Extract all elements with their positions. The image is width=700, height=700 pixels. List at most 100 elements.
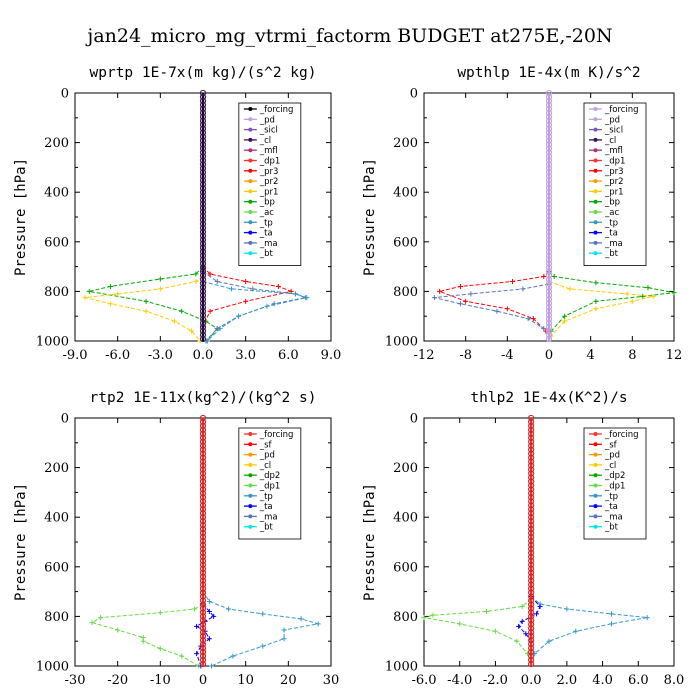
zero-profile-marker xyxy=(199,506,207,513)
data-point xyxy=(519,603,525,609)
zero-profile-marker xyxy=(199,446,207,453)
legend-marker xyxy=(593,189,598,194)
zero-profile-marker xyxy=(545,320,553,327)
y-tick-label: 800 xyxy=(44,610,69,625)
zero-profile-marker xyxy=(545,153,553,160)
zero-profile-marker xyxy=(528,581,535,588)
data-point xyxy=(537,603,543,609)
zero-profile-marker xyxy=(545,145,553,152)
legend-box xyxy=(583,427,647,540)
legend-label: _tp xyxy=(604,492,618,502)
x-tick-label: 2.0 xyxy=(557,673,578,688)
zero-profile-marker xyxy=(199,641,207,648)
data-point xyxy=(143,298,149,304)
data-point xyxy=(484,608,489,614)
y-tick-label: 200 xyxy=(44,136,69,151)
legend-label: _mfl xyxy=(604,146,623,156)
zero-profile-marker xyxy=(545,276,553,283)
zero-profile-marker xyxy=(528,494,535,501)
zero-profile-marker xyxy=(528,458,535,465)
zero-profile-marker xyxy=(545,141,553,148)
zero-profile-marker xyxy=(199,89,207,97)
data-point xyxy=(304,295,310,301)
zero-profile-marker xyxy=(545,292,553,299)
data-point xyxy=(206,599,212,605)
y-tick-label: 600 xyxy=(44,235,69,250)
data-point xyxy=(209,663,215,669)
legend-marker xyxy=(248,107,253,111)
data-point xyxy=(510,278,516,284)
data-point xyxy=(546,638,552,644)
legend-marker xyxy=(248,483,253,488)
zero-profile-marker xyxy=(199,320,207,327)
zero-profile-marker xyxy=(199,304,207,311)
data-point xyxy=(157,276,163,282)
data-point xyxy=(228,286,234,292)
legend-marker xyxy=(593,504,598,509)
zero-profile-marker xyxy=(199,625,207,632)
y-tick-label: 400 xyxy=(44,186,69,201)
data-point xyxy=(108,301,114,307)
x-tick-label: -6.0 xyxy=(411,673,436,688)
x-tick-label: 3.0 xyxy=(235,348,256,363)
zero-profile-marker xyxy=(528,478,535,485)
zero-profile-marker xyxy=(199,264,207,271)
legend-label: _pr3 xyxy=(604,167,624,177)
zero-profile-marker xyxy=(199,284,207,291)
data-point xyxy=(516,623,522,629)
zero-profile-marker xyxy=(528,637,535,644)
zero-profile-marker xyxy=(545,280,553,287)
zero-profile-marker xyxy=(199,125,207,132)
zero-profile-marker xyxy=(528,593,535,600)
zero-profile-marker xyxy=(528,506,535,513)
zero-profile-marker xyxy=(528,621,535,628)
data-point xyxy=(108,283,114,289)
legend-label: _bp xyxy=(259,198,275,208)
panel-title: thlp2 1E-4x(K^2)/s xyxy=(470,390,627,406)
legend-marker xyxy=(593,230,598,235)
zero-profile-marker xyxy=(528,518,535,525)
zero-profile-marker xyxy=(545,169,553,176)
zero-profile-marker xyxy=(545,264,553,271)
y-axis-label: Pressure [hPa] xyxy=(13,483,29,601)
legend-label: _forcing xyxy=(604,105,639,115)
zero-profile-marker xyxy=(199,300,207,307)
zero-profile-marker xyxy=(199,593,207,600)
zero-profile-marker xyxy=(528,585,535,592)
data-point xyxy=(421,615,427,621)
data-point xyxy=(172,318,178,324)
data-point xyxy=(609,611,614,617)
legend-label: _bt xyxy=(604,523,619,533)
zero-profile-marker xyxy=(199,252,207,259)
x-tick-label: -4.0 xyxy=(447,673,472,688)
zero-profile-marker xyxy=(545,201,553,208)
zero-profile-marker xyxy=(199,268,207,275)
data-point xyxy=(179,653,185,659)
legend-label: _bt xyxy=(259,249,274,259)
zero-profile-marker xyxy=(199,438,207,445)
legend-label: _cl xyxy=(604,461,616,471)
zero-profile-marker xyxy=(199,121,207,128)
zero-profile-marker xyxy=(545,157,553,164)
zero-profile-marker xyxy=(545,216,553,224)
zero-profile-marker xyxy=(199,541,207,549)
zero-profile-marker xyxy=(528,537,535,545)
zero-profile-marker xyxy=(199,565,207,572)
legend-marker xyxy=(593,524,598,529)
zero-profile-marker xyxy=(199,324,207,331)
zero-profile-marker xyxy=(199,605,207,612)
data-point xyxy=(644,615,650,621)
zero-profile-marker xyxy=(199,613,207,620)
data-point xyxy=(463,298,469,304)
legend-label: _ta xyxy=(604,229,618,239)
y-tick-label: 1000 xyxy=(385,660,418,675)
data-point xyxy=(89,620,95,626)
zero-profile-marker xyxy=(199,621,207,628)
zero-profile-marker xyxy=(528,522,535,529)
zero-profile-marker xyxy=(545,117,553,124)
data-point xyxy=(207,308,213,314)
data-point xyxy=(193,271,199,277)
zero-profile-marker xyxy=(199,577,207,584)
data-point xyxy=(204,338,210,344)
data-point xyxy=(562,313,568,319)
